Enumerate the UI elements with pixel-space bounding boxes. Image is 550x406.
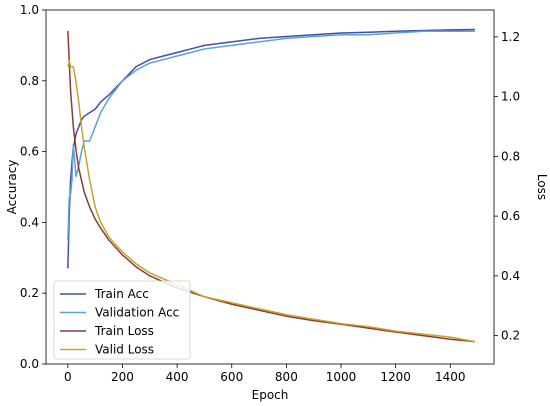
y2-tick-label-2: 0.6 [501, 209, 520, 223]
x-tick-label-6: 1200 [380, 370, 411, 384]
y2-tick-label-5: 1.2 [501, 30, 520, 44]
y2-tick-label-4: 1.0 [501, 90, 520, 104]
y-tick-label-3: 0.6 [20, 145, 39, 159]
legend-box [53, 280, 191, 360]
plot-frame [45, 9, 495, 365]
axes-layer: 0 200 400 600 800 1000 1200 1400 0.0 0.2 0.4 0.6 0.8… [20, 3, 520, 384]
series-line-1 [67, 30, 475, 241]
y-tick-label-0: 0.0 [20, 357, 39, 371]
x-tick-label-1: 200 [111, 370, 134, 384]
series-line-3 [67, 60, 476, 343]
series-line-2 [67, 30, 475, 343]
series-layer [67, 28, 476, 343]
y2-tick-label-1: 0.4 [501, 269, 520, 283]
y-tick-label-2: 0.4 [20, 215, 39, 229]
y2-tick-label-0: 0.2 [501, 329, 520, 343]
legend: Train Acc Validation Acc Train Loss Valid L… [53, 280, 191, 360]
y2-tick-label-3: 0.8 [501, 149, 520, 163]
x-axis-label: Epoch [252, 388, 289, 402]
legend-label-0: Train Acc [94, 287, 149, 301]
y2-axis-label: Loss [535, 174, 549, 200]
y-axis-label: Accuracy [5, 160, 19, 215]
y-tick-label-4: 0.8 [20, 74, 39, 88]
legend-label-1: Validation Acc [95, 306, 179, 320]
x-tick-label-4: 800 [275, 370, 298, 384]
y-tick-label-5: 1.0 [20, 3, 39, 17]
series-line-0 [67, 28, 475, 269]
x-tick-label-2: 400 [166, 370, 189, 384]
x-tick-label-5: 1000 [326, 370, 357, 384]
y-tick-label-1: 0.2 [20, 286, 39, 300]
x-tick-label-3: 600 [220, 370, 243, 384]
x-tick-label-7: 1400 [435, 370, 466, 384]
legend-label-3: Valid Loss [95, 343, 154, 357]
x-tick-label-0: 0 [64, 370, 72, 384]
legend-label-2: Train Loss [94, 324, 154, 338]
